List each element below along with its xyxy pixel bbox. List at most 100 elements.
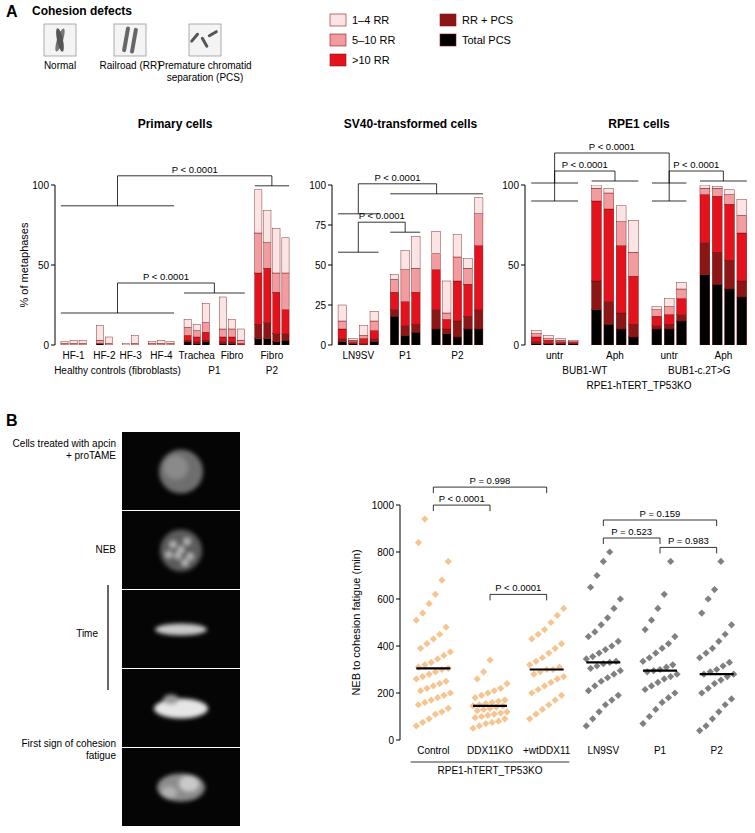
legend-swatch: [330, 34, 346, 46]
bar-segment: [228, 319, 235, 329]
point: [491, 687, 498, 694]
point: [413, 617, 420, 624]
bar-segment: [432, 310, 441, 329]
point: [482, 720, 489, 727]
point: [423, 685, 430, 692]
point: [591, 682, 598, 689]
category-label: P2: [711, 745, 724, 756]
point: [656, 666, 663, 673]
point: [705, 685, 712, 692]
bar-chart: RPE1 cells050100untrAphuntrAphBUB1-WTBUB…: [502, 117, 746, 391]
point: [489, 719, 496, 726]
point: [644, 668, 651, 675]
bar-segment: [219, 342, 226, 344]
bar-segment: [401, 335, 410, 345]
cell-speck: [184, 538, 191, 545]
point: [425, 715, 432, 722]
bracket-arm: [716, 520, 717, 526]
legend-item: 1–4 RR: [330, 14, 389, 26]
bracket-arm: [660, 547, 661, 553]
bar-segment: [202, 340, 209, 342]
chart-title: RPE1 cells: [608, 117, 670, 131]
tick-label: 50: [315, 260, 327, 271]
bar-segment: [677, 321, 687, 345]
point: [430, 682, 437, 689]
point: [432, 711, 439, 718]
bars: [338, 198, 483, 345]
point: [440, 652, 447, 659]
cell-shape: [164, 456, 188, 480]
bar-segment: [544, 335, 554, 338]
point: [600, 660, 607, 667]
group-label: BUB1-c.2T>G: [668, 365, 731, 376]
bar-segment: [556, 342, 566, 344]
bar-segment: [390, 275, 399, 280]
bar-segment: [158, 343, 165, 345]
bar-segment: [592, 185, 602, 188]
bar-segment: [167, 343, 174, 345]
bar-segment: [273, 334, 280, 342]
bar-segment: [255, 339, 262, 345]
tick: [396, 599, 400, 600]
bracket-arm: [117, 176, 118, 206]
bar-segment: [652, 326, 662, 329]
bar-segment: [370, 311, 379, 321]
point: [696, 727, 703, 734]
bar-segment: [568, 342, 578, 344]
tick: [396, 740, 400, 741]
bracket-arm: [433, 505, 434, 511]
bracket-span: [531, 201, 578, 202]
point: [665, 640, 672, 647]
point: [497, 685, 504, 692]
comparison: P < 0.0001: [61, 164, 289, 206]
comparison: P = 0.159: [603, 508, 716, 526]
bracket-span: [652, 201, 686, 202]
icon-shape: [130, 28, 138, 54]
tick: [396, 693, 400, 694]
p-value: P < 0.0001: [359, 210, 405, 221]
bar-segment: [338, 321, 347, 329]
point: [484, 712, 491, 719]
bar-segment: [359, 343, 368, 345]
group-label: P1: [399, 350, 412, 361]
legend-item: 5–10 RR: [330, 34, 395, 46]
bars: [61, 190, 289, 345]
bracket-span: [700, 181, 747, 182]
point: [415, 664, 422, 671]
category-label: LN9SV: [587, 745, 619, 756]
bar-segment: [544, 343, 554, 345]
bar-segment: [677, 289, 687, 299]
bar-segment: [184, 340, 191, 342]
bracket-arm: [614, 171, 615, 181]
point: [608, 696, 615, 703]
point: [598, 621, 605, 628]
dot-plot: NEB to cohesion fatigue (min)02004006008…: [350, 475, 737, 776]
bar-segment: [149, 342, 156, 344]
bar-segment: [359, 339, 368, 344]
bar-segment: [228, 329, 235, 337]
bar-segment: [349, 340, 358, 342]
group-label: P2: [266, 365, 279, 376]
point: [428, 696, 435, 703]
comparison: P = 0.983: [660, 535, 717, 553]
tick: [396, 505, 400, 506]
tick: [521, 185, 525, 186]
bar-segment: [158, 340, 165, 343]
point: [659, 645, 666, 652]
point: [711, 586, 718, 593]
point: [671, 633, 678, 640]
bar-segment: [453, 257, 462, 281]
bar-segment: [474, 246, 483, 310]
point: [717, 558, 724, 565]
bar-segment: [629, 276, 639, 324]
point: [652, 706, 659, 713]
point: [413, 675, 420, 682]
bracket-span: [338, 252, 378, 253]
tick-label: 600: [377, 594, 394, 605]
bar-segment: [282, 238, 289, 273]
bar-segment: [652, 316, 662, 326]
bar-segment: [349, 342, 358, 344]
point: [438, 666, 445, 673]
point: [438, 577, 445, 584]
bar-segment: [184, 327, 191, 335]
